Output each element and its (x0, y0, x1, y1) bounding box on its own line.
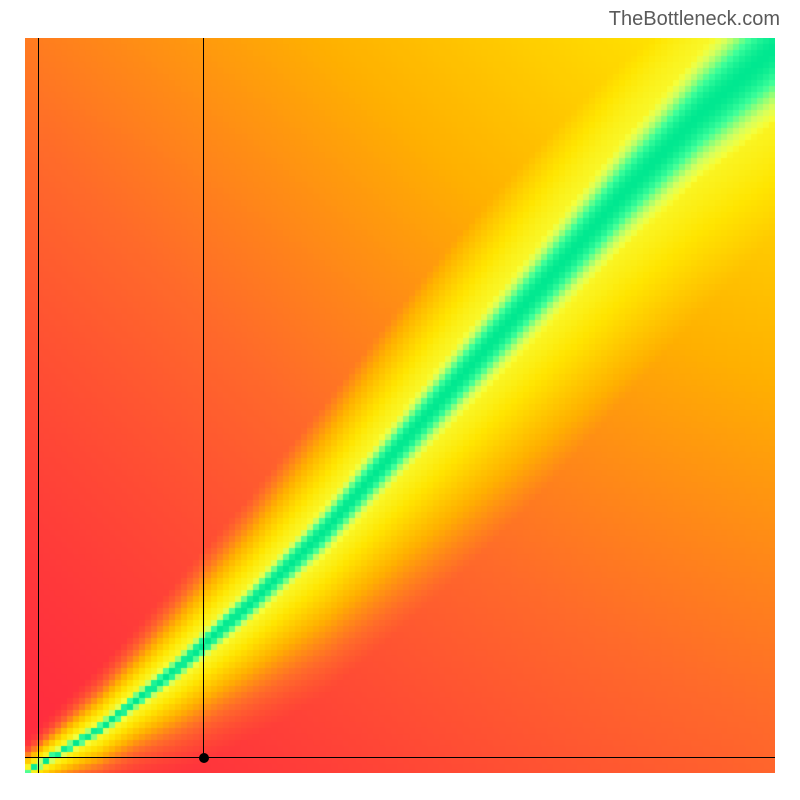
y-axis-line (38, 38, 39, 773)
x-axis-line (25, 757, 775, 758)
heatmap-canvas (25, 38, 775, 773)
attribution-text: TheBottleneck.com (609, 8, 780, 31)
heatmap-plot (25, 38, 775, 773)
crosshair-vertical (203, 38, 204, 758)
crosshair-marker-dot (199, 753, 209, 763)
